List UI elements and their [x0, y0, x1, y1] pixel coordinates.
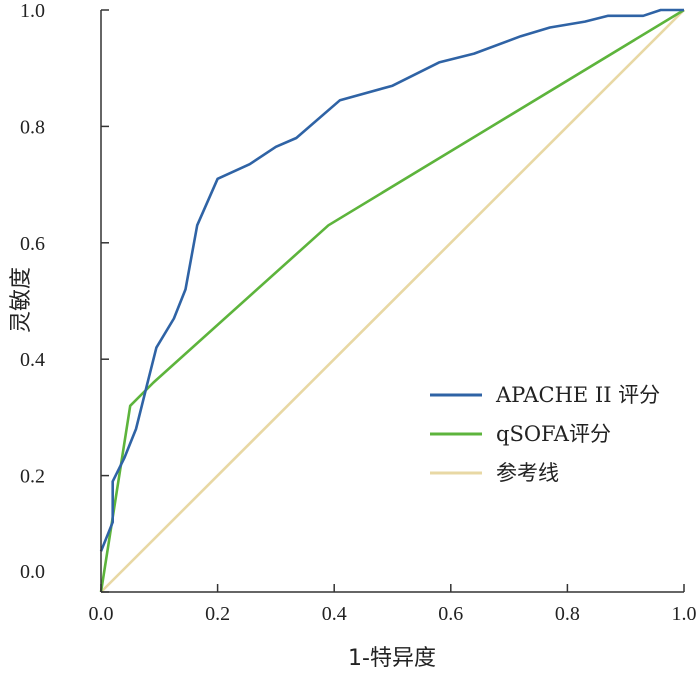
y-tick-label: 0.0 [20, 561, 45, 583]
y-tick-label: 0.8 [20, 116, 45, 138]
legend-label: APACHE II 评分 [495, 383, 660, 407]
legend-label: 参考线 [496, 461, 559, 485]
axes [100, 10, 684, 593]
plot-lines [99, 8, 685, 593]
x-tick-label: 0.2 [205, 603, 230, 625]
x-tick-label: 0.8 [555, 603, 580, 625]
y-tick-label: 0.2 [20, 466, 45, 488]
y-axis-title: 灵敏度 [9, 267, 34, 333]
series-line-1 [99, 8, 684, 552]
x-axis-title: 1-特异度 [348, 646, 436, 671]
y-tick-label: 1.0 [20, 0, 45, 22]
ticks: 0.0 0.2 0.4 0.6 0.8 1.0 0.0 0.2 0.4 0.6 0.8 1.0 [20, 0, 697, 625]
y-tick-label: 0.4 [20, 349, 45, 371]
x-tick-label: 0.4 [322, 603, 347, 625]
legend-label: qSOFA评分 [496, 422, 611, 446]
y-tick-label: 0.6 [20, 233, 45, 255]
series-line-3 [100, 9, 685, 593]
x-tick-label: 1.0 [672, 603, 697, 625]
x-tick-label: 0.6 [438, 603, 463, 625]
x-tick-label: 0.0 [89, 603, 114, 625]
